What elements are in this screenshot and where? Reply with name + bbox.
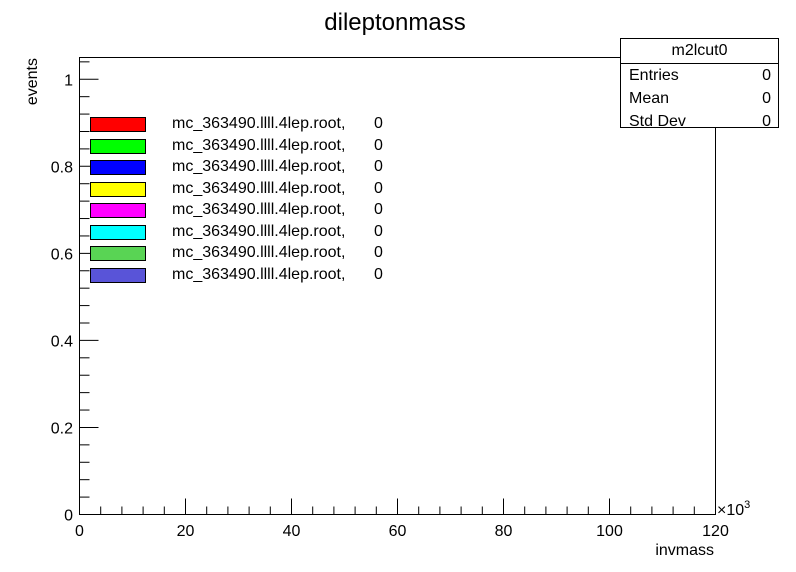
stats-row-stddev: Std Dev 0 bbox=[621, 110, 778, 133]
legend-swatch bbox=[90, 224, 146, 240]
legend-item: mc_363490.llll.4lep.root, 0 bbox=[90, 264, 410, 286]
legend-entries: 0 bbox=[374, 265, 383, 283]
y-tick-label: 0 bbox=[64, 508, 73, 525]
x-tick-label: 0 bbox=[75, 523, 84, 540]
legend-label: mc_363490.llll.4lep.root, bbox=[172, 244, 346, 261]
legend-item: mc_363490.llll.4lep.root, 0 bbox=[90, 242, 410, 264]
stats-title: m2lcut0 bbox=[621, 39, 778, 64]
y-axis-label: events bbox=[24, 58, 41, 105]
y-tick-label: 0.2 bbox=[51, 420, 73, 437]
y-axis: 0 0.2 0.4 0.6 0.8 1 bbox=[51, 61, 99, 525]
y-tick-label: 0.4 bbox=[51, 333, 73, 350]
legend-entries: 0 bbox=[374, 115, 383, 132]
x-tick-label: 20 bbox=[177, 523, 195, 540]
legend-label: mc_363490.llll.4lep.root, bbox=[172, 201, 346, 218]
stats-label: Std Dev bbox=[629, 113, 686, 130]
legend-entries: 0 bbox=[374, 201, 383, 218]
legend-swatch bbox=[90, 246, 146, 261]
x-tick-label: 80 bbox=[495, 523, 513, 540]
legend-item: mc_363490.llll.4lep.root, 0 bbox=[90, 178, 410, 200]
legend-item: mc_363490.llll.4lep.root, 0 bbox=[90, 156, 410, 178]
y-tick-label: 0.8 bbox=[51, 159, 73, 176]
x-tick-label: 120 bbox=[702, 523, 729, 540]
stats-value: 0 bbox=[762, 67, 771, 84]
legend-label: mc_363490.llll.4lep.root, bbox=[172, 136, 346, 154]
stats-row-mean: Mean 0 bbox=[621, 87, 778, 110]
stats-label: Entries bbox=[629, 67, 679, 84]
x-axis: 0 20 40 60 80 100 120 bbox=[75, 498, 729, 540]
legend-label: mc_363490.llll.4lep.root, bbox=[172, 115, 346, 132]
legend-swatch bbox=[90, 203, 146, 218]
y-tick-label: 0.6 bbox=[51, 246, 73, 263]
legend-entries: 0 bbox=[374, 136, 383, 154]
legend-entries: 0 bbox=[374, 244, 383, 261]
legend-entries: 0 bbox=[374, 179, 383, 197]
legend-item: mc_363490.llll.4lep.root, 0 bbox=[90, 221, 410, 243]
stats-row-entries: Entries 0 bbox=[621, 64, 778, 87]
x-tick-label: 100 bbox=[596, 523, 623, 540]
x-tick-label: 40 bbox=[283, 523, 301, 540]
legend-entries: 0 bbox=[374, 158, 383, 175]
legend-label: mc_363490.llll.4lep.root, bbox=[172, 158, 346, 175]
legend-swatch bbox=[90, 138, 146, 154]
legend-swatch bbox=[90, 181, 146, 197]
legend-item: mc_363490.llll.4lep.root, 0 bbox=[90, 113, 410, 135]
legend-label: mc_363490.llll.4lep.root, bbox=[172, 265, 346, 283]
stats-value: 0 bbox=[762, 113, 771, 130]
x-axis-multiplier: ×103 bbox=[717, 499, 750, 519]
x-axis-label: invmass bbox=[655, 542, 714, 559]
legend-swatch bbox=[90, 267, 146, 283]
legend-item: mc_363490.llll.4lep.root, 0 bbox=[90, 199, 410, 221]
stats-label: Mean bbox=[629, 90, 670, 107]
legend-item: mc_363490.llll.4lep.root, 0 bbox=[90, 135, 410, 157]
legend-swatch bbox=[90, 117, 146, 132]
legend-label: mc_363490.llll.4lep.root, bbox=[172, 222, 346, 240]
chart-title: dileptonmass bbox=[324, 9, 465, 36]
legend: mc_363490.llll.4lep.root, 0 mc_363490.llll… bbox=[90, 113, 410, 285]
y-tick-label: 1 bbox=[64, 72, 73, 89]
legend-swatch bbox=[90, 160, 146, 175]
legend-entries: 0 bbox=[374, 222, 383, 240]
stats-value: 0 bbox=[762, 90, 771, 107]
x-tick-label: 60 bbox=[389, 523, 407, 540]
stats-box: m2lcut0 Entries 0 Mean 0 Std Dev 0 bbox=[620, 38, 779, 130]
legend-label: mc_363490.llll.4lep.root, bbox=[172, 179, 346, 197]
